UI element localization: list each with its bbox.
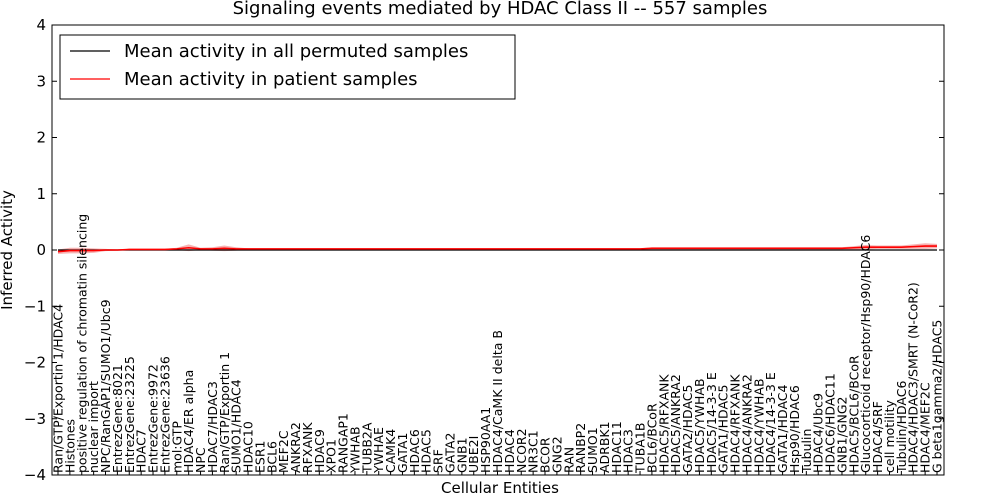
x-tick-label: XPO1 — [324, 439, 339, 473]
x-tick-label: YWHAB — [347, 426, 362, 474]
x-tick-label: nuclear import — [86, 381, 101, 473]
x-tick-label: HDAC4/SRF — [870, 401, 885, 473]
x-tick-label: HDAC5/14-3-3 E — [704, 372, 719, 473]
x-tick-label: Hsp90/HDAC6 — [787, 385, 802, 473]
x-tick-label: HDAC5/RFXANK — [656, 374, 671, 473]
x-tick-label: G beta1gamma2/HDAC5 — [930, 320, 945, 473]
legend-label-patient: Mean activity in patient samples — [124, 69, 418, 90]
x-tick-label: GATA1/HDAC4 — [775, 384, 790, 473]
x-tick-label: HDAC5/BCL6/BCoR — [846, 355, 861, 473]
x-tick-label: NPC — [193, 447, 208, 473]
chart-title: Signaling events mediated by HDAC Class … — [233, 0, 768, 19]
x-tick-label: NR3C1 — [526, 430, 541, 473]
x-tick-label: Ran/GTP/Exportin 1/HDAC4 — [51, 304, 66, 473]
x-axis-label: Cellular Entities — [441, 479, 559, 497]
x-tick-label: positive regulation of chromatin silenci… — [74, 214, 89, 473]
y-tick-label: 0 — [36, 241, 46, 259]
x-tick-label: TUBA1B — [633, 423, 648, 474]
x-tick-label: NCOR2 — [514, 428, 529, 473]
series-line-patient — [57, 245, 937, 253]
x-tick-label: HDAC4/ER alpha — [181, 370, 196, 473]
x-tick-label: HDAC4/MEF2C — [918, 382, 933, 473]
x-tick-label: Glucocorticoid receptor/Hsp90/HDAC6 — [858, 235, 873, 473]
x-tick-label: HDAC5 — [419, 429, 434, 473]
x-tick-label: mol:GTP — [169, 421, 184, 473]
x-tick-label: GATA1 — [395, 433, 410, 473]
legend-label-permuted: Mean activity in all permuted samples — [124, 41, 468, 62]
x-tick-label: CAMK4 — [383, 429, 398, 473]
x-tick-label: RANBP2 — [573, 423, 588, 473]
x-tick-label: HDAC7/HDAC3 — [205, 381, 220, 473]
x-tick-label: EntrezGene:23636 — [157, 356, 172, 473]
x-tick-label: HDAC4/ANKRA2 — [739, 374, 754, 473]
x-tick-label: TUBB2A — [359, 422, 374, 474]
y-axis-label: Inferred Activity — [0, 190, 16, 310]
x-tick-label: Histones — [62, 419, 77, 473]
x-tick-label: GNG2 — [549, 436, 564, 473]
x-tick-label: HDAC7 — [134, 429, 149, 473]
x-tick-label: NPC/RanGAP1/SUMO1/Ubc9 — [98, 299, 113, 473]
x-tick-label: BCL6/BCoR — [644, 403, 659, 473]
x-tick-label: HDAC11 — [609, 421, 624, 473]
x-tick-label: HDAC4/14-3-3 E — [763, 372, 778, 473]
x-tick-label: HDAC4/HDAC3/SMRT (N-CoR2) — [906, 282, 921, 473]
x-tick-label: MEF2C — [276, 430, 291, 473]
x-tick-label: GATA2 — [442, 433, 457, 473]
x-tick-label: HDAC5/ANKRA2 — [668, 374, 683, 473]
x-tick-label: ESR1 — [252, 441, 267, 473]
x-tick-label: HDAC4/RFXANK — [728, 374, 743, 473]
x-tick-label: HDAC5/YWHAB — [692, 378, 707, 473]
x-tick-label: HSP90AA1 — [478, 407, 493, 473]
x-tick-label: Ran/GTP/Exportin 1 — [217, 352, 232, 473]
x-tick-label: EntrezGene:8021 — [110, 364, 125, 473]
y-tick-label: 4 — [36, 16, 46, 34]
x-tick-label: UBE2I — [466, 436, 481, 473]
x-tick-label: cell motility — [882, 399, 897, 473]
y-tick-label: −1 — [24, 297, 46, 315]
x-tick-label: HDAC3 — [621, 429, 636, 473]
x-tick-label: HDAC4/YWHAB — [751, 378, 766, 473]
x-tick-label: RFXANK — [300, 422, 315, 473]
legend: Mean activity in all permuted samples Me… — [59, 34, 516, 100]
y-tick-label: 3 — [36, 72, 46, 90]
x-tick-label: HDAC4/CaMK II delta B — [490, 330, 505, 473]
x-tick-label: Tubulin/HDAC6 — [894, 381, 909, 474]
y-tick-label: −3 — [24, 410, 46, 428]
x-tick-label: GATA1/HDAC5 — [716, 385, 731, 473]
legend-box — [59, 34, 516, 100]
y-tick-label: 2 — [36, 129, 46, 147]
x-tick-label: GNB1 — [454, 437, 469, 473]
x-tick-label: RANGAP1 — [336, 413, 351, 473]
x-tick-label: HDAC6 — [407, 429, 422, 473]
x-tick-label: HDAC4 — [502, 429, 517, 473]
y-tick-label: −4 — [24, 466, 46, 484]
x-tick-label: BCOR — [538, 437, 553, 473]
x-tick-label: RAN — [561, 447, 576, 473]
x-tick-label: ANKRA2 — [288, 422, 303, 473]
x-tick-label: HDAC4/Ubc9 — [811, 393, 826, 473]
x-tick-label: HDAC9 — [312, 429, 327, 473]
x-tick-label: Tubulin — [799, 429, 814, 474]
x-tick-label: SUMO1 — [585, 427, 600, 473]
x-tick-label: HDAC10 — [241, 421, 256, 473]
x-tick-label: BCL6 — [264, 441, 279, 473]
x-tick-label: EntrezGene:23225 — [122, 356, 137, 473]
x-tick-label: SRF — [431, 449, 446, 473]
x-tick-label: GNB1/GNG2 — [834, 397, 849, 473]
x-tick-label: SUMO1/HDAC4 — [229, 379, 244, 473]
x-tick-label: ADRBK1 — [597, 421, 612, 473]
x-tick-label: HDAC6/HDAC11 — [823, 373, 838, 473]
x-tick-label: YWHAE — [371, 427, 386, 474]
x-tick-label: GATA2/HDAC5 — [680, 385, 695, 473]
y-tick-label: 1 — [36, 185, 46, 203]
y-tick-label: −2 — [24, 354, 46, 372]
x-tick-label: EntrezGene:9972 — [146, 364, 161, 473]
